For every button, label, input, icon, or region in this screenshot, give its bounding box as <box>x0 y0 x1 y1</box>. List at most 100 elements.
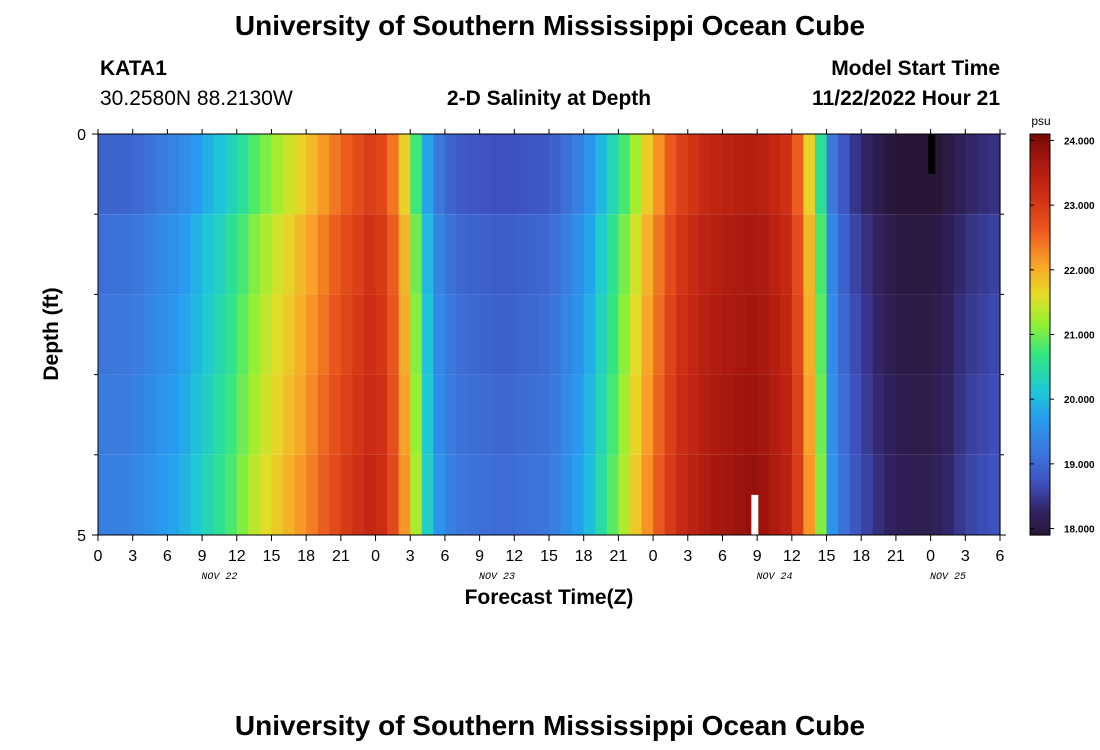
heatmap-cell <box>583 454 596 535</box>
heatmap-cell <box>109 214 122 295</box>
colorbar-swatch <box>1030 401 1050 406</box>
heatmap-cell <box>988 134 1001 215</box>
x-tick-label: 3 <box>961 548 970 565</box>
x-tick-label: 12 <box>505 548 523 565</box>
colorbar-tick-label: 18.000 <box>1064 525 1095 536</box>
heatmap-cell <box>155 134 168 215</box>
y-tick-label: 5 <box>77 528 86 545</box>
colorbar-swatch <box>1030 424 1050 429</box>
colorbar-swatch <box>1030 461 1050 466</box>
colorbar-swatch <box>1030 240 1050 245</box>
heatmap-cell <box>641 374 654 455</box>
heatmap-cell <box>583 374 596 455</box>
heatmap-cell <box>387 294 400 375</box>
colorbar-swatch <box>1030 314 1050 319</box>
heatmap-cell <box>387 374 400 455</box>
colorbar-swatch <box>1030 334 1050 339</box>
colorbar-swatch <box>1030 418 1050 422</box>
heatmap-cell <box>606 214 619 295</box>
colorbar-swatch <box>1030 154 1050 158</box>
heatmap-cell <box>525 374 539 455</box>
colorbar-swatch <box>1030 224 1050 229</box>
heatmap-cell <box>849 454 862 535</box>
heatmap-cell <box>734 454 747 535</box>
heatmap-cell <box>826 374 839 455</box>
colorbar-swatch <box>1030 274 1050 279</box>
heatmap-cell <box>710 454 724 535</box>
heatmap-cell <box>687 294 700 375</box>
heatmap-cell <box>363 294 377 375</box>
colorbar-swatch <box>1030 531 1050 536</box>
colorbar-swatch <box>1030 170 1050 175</box>
colorbar-swatch <box>1030 324 1050 329</box>
x-tick-label: 9 <box>475 548 484 565</box>
heatmap-cell <box>549 454 562 535</box>
x-tick-label: 0 <box>926 548 935 565</box>
heatmap-cell <box>629 374 643 455</box>
heatmap-cell <box>780 134 793 215</box>
colorbar-swatch <box>1030 147 1050 152</box>
colorbar-swatch <box>1030 297 1050 302</box>
heatmap-cell <box>363 134 377 215</box>
heatmap-cell <box>780 214 793 295</box>
heatmap-cell <box>768 374 781 455</box>
heatmap-cell <box>861 454 874 535</box>
colorbar-tick-label: 21.000 <box>1064 331 1095 342</box>
colorbar-swatch <box>1030 327 1050 332</box>
heatmap-cell <box>468 134 481 215</box>
heatmap-cell <box>178 214 192 295</box>
heatmap-cell <box>329 454 342 535</box>
colorbar-swatch <box>1030 194 1050 199</box>
heatmap-cell <box>676 214 689 295</box>
heatmap-cell <box>965 294 978 375</box>
colorbar-swatch <box>1030 471 1050 476</box>
x-date-label: NOV 22 <box>201 572 237 583</box>
colorbar-tick-label: 24.000 <box>1064 136 1095 147</box>
heatmap-cell <box>664 134 677 215</box>
heatmap-cell <box>664 374 677 455</box>
colorbar-swatch <box>1030 291 1050 295</box>
heatmap-cell <box>202 134 215 215</box>
heatmap-cell <box>629 294 643 375</box>
heatmap-cell <box>444 134 458 215</box>
heatmap-cell <box>838 134 851 215</box>
heatmap-cell <box>641 214 654 295</box>
heatmap-cell <box>687 454 700 535</box>
heatmap-cell <box>421 214 434 295</box>
heatmap-cell <box>699 294 712 375</box>
colorbar-swatch <box>1030 264 1050 269</box>
missing-data-cell <box>751 494 759 535</box>
colorbar-swatch <box>1030 408 1050 412</box>
colorbar-swatch <box>1030 464 1050 469</box>
heatmap-cell <box>294 214 307 295</box>
heatmap-cell <box>248 294 261 375</box>
heatmap-cell <box>803 214 816 295</box>
colorbar-swatch <box>1030 174 1050 179</box>
heatmap-cell <box>271 294 284 375</box>
heatmap-cell <box>155 374 168 455</box>
heatmap-cell <box>653 374 666 455</box>
colorbar-swatch <box>1030 381 1050 386</box>
heatmap-cell <box>283 214 296 295</box>
heatmap-cell <box>410 374 423 455</box>
heatmap-cell <box>340 374 354 455</box>
colorbar-swatch <box>1030 351 1050 356</box>
colorbar-swatch <box>1030 514 1050 519</box>
heatmap-cell <box>236 374 249 455</box>
heatmap-cell <box>583 294 596 375</box>
colorbar-swatch <box>1030 271 1050 275</box>
heatmap-cell <box>259 294 273 375</box>
heatmap-cell <box>838 214 851 295</box>
colorbar-swatch <box>1030 488 1050 493</box>
colorbar-swatch <box>1030 321 1050 326</box>
heatmap-cell <box>155 214 168 295</box>
x-tick-label: 6 <box>996 548 1005 565</box>
x-tick-label: 12 <box>783 548 801 565</box>
colorbar-swatch <box>1030 494 1050 499</box>
colorbar-swatch <box>1030 180 1050 185</box>
heatmap-cell <box>849 294 862 375</box>
colorbar-swatch <box>1030 377 1050 382</box>
colorbar-swatch <box>1030 384 1050 389</box>
heatmap-cell <box>988 454 1001 535</box>
colorbar-swatch <box>1030 140 1050 145</box>
